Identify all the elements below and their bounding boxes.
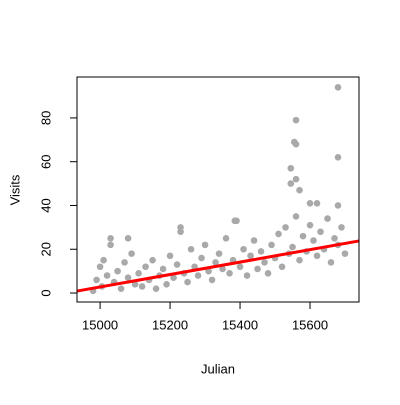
point (194, 272, 202, 279)
point (338, 224, 345, 231)
point (287, 180, 295, 187)
point (292, 213, 300, 220)
x-tick-label: 15200 (152, 317, 188, 332)
point (306, 221, 314, 229)
point (334, 83, 342, 91)
point (275, 230, 282, 238)
point (107, 241, 114, 249)
point (177, 224, 184, 231)
point (159, 265, 167, 273)
x-tick-label: 15400 (222, 317, 258, 332)
point (334, 154, 342, 161)
point (292, 140, 300, 148)
x-axis-label: Julian (201, 361, 235, 376)
point (268, 241, 275, 249)
point (261, 259, 268, 266)
point (317, 228, 324, 236)
point (247, 252, 254, 260)
point (331, 235, 338, 242)
point (296, 186, 303, 194)
point (149, 256, 156, 264)
point (324, 215, 331, 222)
point (163, 280, 170, 288)
point (201, 241, 209, 249)
y-tick-label: 40 (38, 198, 53, 212)
point (327, 259, 335, 266)
x-tick-label: 15000 (82, 317, 118, 332)
point (121, 259, 128, 266)
x-tick-label: 15600 (292, 317, 328, 332)
point (310, 237, 317, 244)
point (296, 256, 303, 264)
point (334, 202, 342, 209)
point (128, 250, 135, 257)
y-tick-label: 20 (38, 242, 53, 256)
point (131, 280, 139, 288)
point (243, 272, 251, 279)
point (187, 245, 195, 253)
point (114, 267, 121, 275)
point (313, 252, 321, 260)
y-axis-label: Visits (7, 174, 22, 205)
point (170, 274, 177, 282)
point (292, 116, 300, 124)
point (100, 256, 107, 264)
point (226, 270, 233, 277)
point (222, 235, 230, 242)
point (93, 276, 100, 284)
point (173, 261, 181, 268)
point (138, 283, 146, 290)
point (250, 237, 258, 244)
point (306, 199, 314, 207)
point (287, 164, 295, 172)
point (257, 248, 265, 255)
y-tick-label: 0 (38, 289, 53, 296)
point (124, 235, 132, 242)
point (289, 243, 296, 251)
point (152, 285, 160, 292)
point (103, 272, 111, 279)
point (282, 224, 289, 231)
plot-frame (76, 76, 360, 303)
point (264, 270, 272, 277)
y-tick-label: 80 (38, 111, 53, 125)
point (135, 270, 142, 277)
point (208, 276, 216, 284)
point (96, 263, 104, 271)
point (219, 265, 226, 273)
point (292, 175, 300, 183)
point (254, 265, 261, 273)
point (341, 250, 349, 257)
point (184, 278, 191, 286)
y-tick-label: 60 (38, 154, 53, 168)
point (166, 252, 174, 260)
point (231, 217, 239, 225)
point (107, 235, 114, 242)
point (240, 245, 247, 253)
fit-line (76, 239, 360, 293)
point (215, 250, 223, 257)
point (313, 199, 321, 207)
point (142, 263, 149, 271)
point (236, 263, 244, 271)
point (299, 232, 307, 240)
point (198, 254, 205, 262)
point (278, 263, 286, 271)
point (124, 274, 132, 282)
point (212, 259, 219, 266)
point (117, 285, 125, 292)
